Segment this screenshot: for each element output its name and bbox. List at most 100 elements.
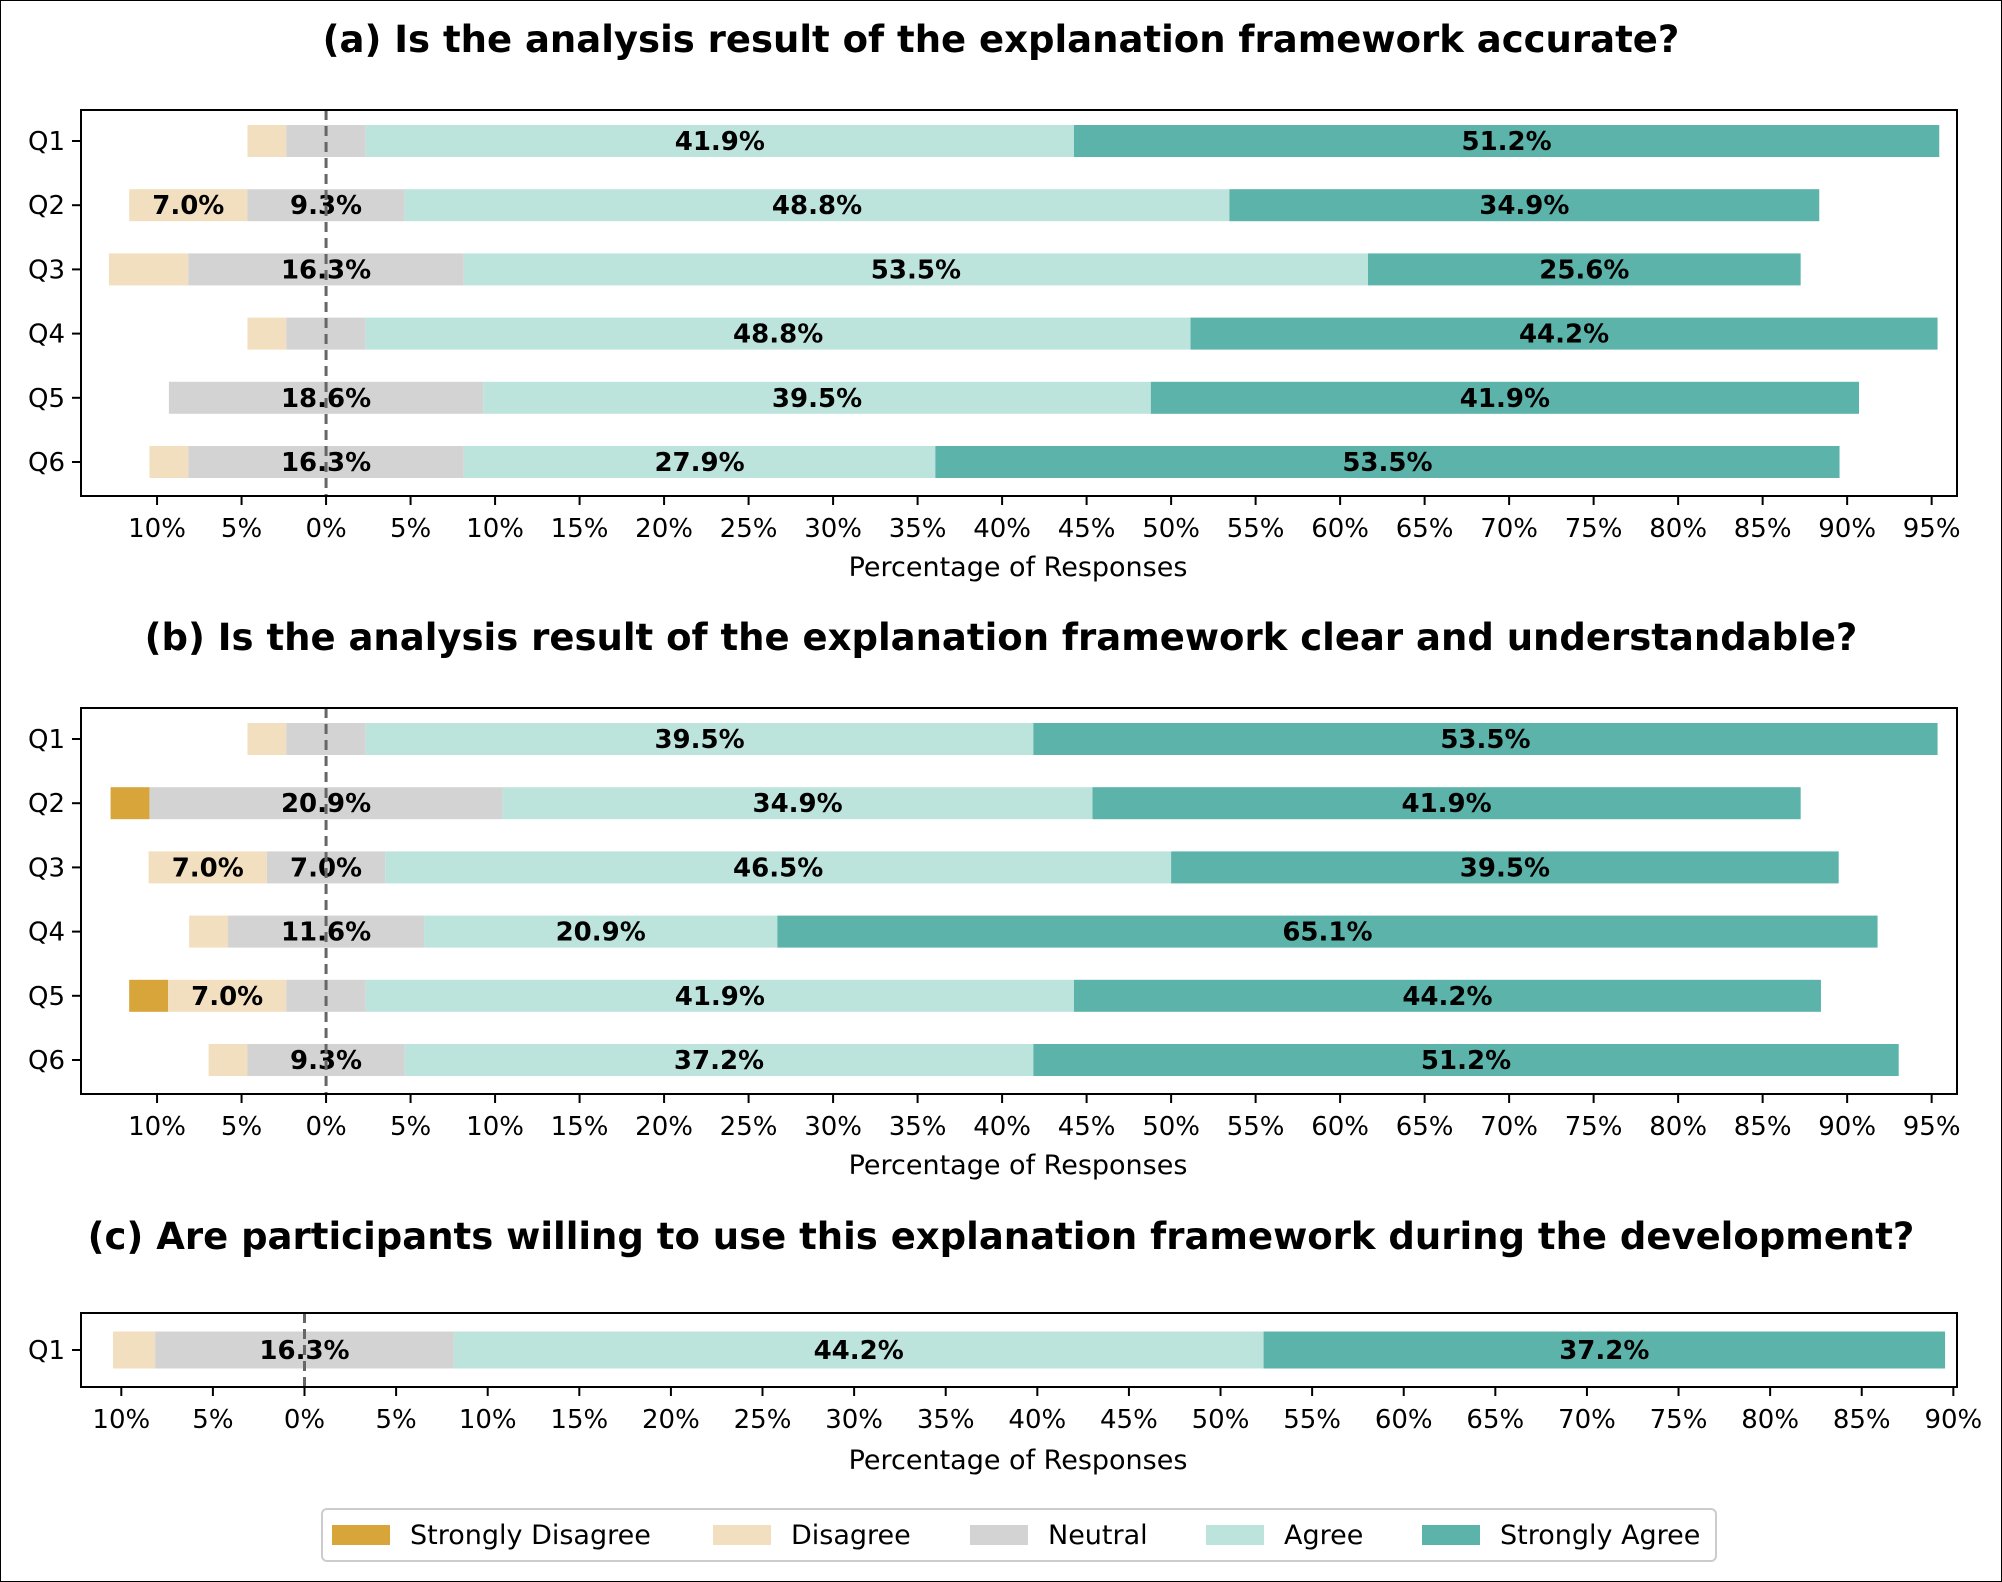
x-tick-label: 25%: [720, 514, 778, 544]
data-label: 39.5%: [654, 725, 744, 755]
bar-segment: [385, 851, 1172, 884]
y-tick-label: Q4: [28, 320, 65, 350]
x-tick-label: 50%: [1142, 514, 1200, 544]
x-tick-label: 5%: [221, 1112, 262, 1142]
x-tick-label: 65%: [1396, 514, 1454, 544]
data-label: 44.2%: [814, 1336, 904, 1366]
bar-segment: [777, 915, 1878, 948]
panel-c-title: (c) Are participants willing to use this…: [88, 1215, 1915, 1258]
y-tick-label: Q5: [28, 982, 65, 1012]
x-tick-label: 85%: [1734, 514, 1792, 544]
x-tick-label: 5%: [221, 514, 262, 544]
legend-swatch: [713, 1525, 771, 1545]
y-tick-label: Q6: [28, 448, 65, 478]
y-tick-label: Q2: [28, 191, 65, 221]
bar-segment: [1150, 381, 1859, 414]
x-tick-label: 50%: [1142, 1112, 1200, 1142]
bar-segment: [1033, 1044, 1899, 1076]
bar-segment: [483, 381, 1151, 414]
bar-segment: [208, 1044, 248, 1076]
bar-segment: [148, 851, 267, 884]
panel-c-y-ticks: Q1: [28, 1336, 81, 1366]
x-tick-label: 65%: [1466, 1405, 1524, 1435]
bar-segment: [149, 446, 189, 478]
y-tick-label: Q1: [28, 725, 65, 755]
x-tick-label: 5%: [390, 1112, 431, 1142]
y-tick-label: Q3: [28, 255, 65, 285]
x-tick-label: 60%: [1311, 1112, 1369, 1142]
x-tick-label: 55%: [1227, 514, 1285, 544]
x-tick-label: 25%: [734, 1405, 792, 1435]
x-tick-label: 45%: [1058, 1112, 1116, 1142]
bar-segment: [365, 317, 1191, 350]
bar-segment: [1229, 189, 1820, 222]
bar-segment: [502, 787, 1093, 820]
data-label: 48.8%: [733, 320, 823, 350]
x-tick-label: 75%: [1650, 1405, 1708, 1435]
bar-segment: [113, 1331, 156, 1369]
bar-segment: [1368, 253, 1801, 286]
bar-segment: [189, 915, 229, 948]
y-tick-label: Q2: [28, 789, 65, 819]
data-label: 41.9%: [1460, 384, 1550, 414]
y-tick-label: Q3: [28, 853, 65, 883]
data-label: 41.9%: [675, 982, 765, 1012]
bar-segment: [424, 915, 778, 948]
data-label: 39.5%: [772, 384, 862, 414]
x-tick-label: 5%: [192, 1405, 233, 1435]
panel-a-bars: 41.9% 51.2%7.0% 9.3% 48.8% 34.9%16.3% 53.5% 25…: [108, 125, 1940, 478]
panel-c-x-ticks: 10% 5% 0% 5% 10% 15% 20% 25% 30% 35% 40% 45% 50% 55% 6…: [92, 1387, 1982, 1435]
x-tick-label: 80%: [1649, 514, 1707, 544]
x-tick-label: 80%: [1649, 1112, 1707, 1142]
data-label: 44.2%: [1402, 982, 1492, 1012]
bar-segment: [247, 125, 287, 157]
bar-segment: [110, 787, 150, 820]
bar-segment: [129, 979, 169, 1012]
bar-segment: [1073, 125, 1940, 157]
panel-b: (b) Is the analysis result of the explan…: [28, 616, 1961, 1181]
x-tick-label: 90%: [1924, 1405, 1982, 1435]
x-tick-label: 40%: [973, 514, 1031, 544]
bar-segment: [935, 446, 1840, 478]
data-label: 51.2%: [1421, 1046, 1511, 1076]
x-tick-label: 60%: [1311, 514, 1369, 544]
x-tick-label: 75%: [1565, 1112, 1623, 1142]
x-tick-label: 95%: [1903, 1112, 1961, 1142]
panel-a: (a) Is the analysis result of the explan…: [28, 18, 1961, 583]
bar-segment: [365, 723, 1034, 755]
x-tick-label: 70%: [1480, 1112, 1538, 1142]
x-tick-label: 10%: [128, 1112, 186, 1142]
legend-swatch: [970, 1525, 1028, 1545]
bar-segment: [463, 253, 1369, 286]
panel-b-bars: 39.5% 53.5% 20.9% 34.9% 41.9% 7.0% 7.0% 46.5% 39…: [110, 723, 1938, 1076]
legend-label: Disagree: [791, 1520, 911, 1551]
y-tick-label: Q6: [28, 1046, 65, 1076]
x-tick-label: 15%: [551, 1112, 609, 1142]
x-tick-label: 0%: [284, 1405, 325, 1435]
panel-a-y-ticks: Q1 Q2 Q3 Q4 Q5 Q6: [28, 127, 81, 478]
x-tick-label: 10%: [92, 1405, 150, 1435]
bar-segment: [1190, 317, 1938, 350]
x-tick-label: 80%: [1741, 1405, 1799, 1435]
legend-swatch: [1422, 1525, 1480, 1545]
data-label: 46.5%: [733, 853, 823, 883]
bar-segment: [365, 125, 1074, 157]
data-label: 7.0%: [152, 191, 224, 221]
x-tick-label: 55%: [1283, 1405, 1341, 1435]
data-label: 53.5%: [871, 255, 961, 285]
x-tick-label: 85%: [1734, 1112, 1792, 1142]
data-label: 41.9%: [1401, 789, 1491, 819]
data-label: 39.5%: [1460, 853, 1550, 883]
x-tick-label: 45%: [1100, 1405, 1158, 1435]
x-tick-label: 10%: [459, 1405, 517, 1435]
x-tick-label: 60%: [1375, 1405, 1433, 1435]
bar-segment: [247, 317, 287, 350]
y-tick-label: Q1: [28, 1336, 65, 1366]
x-tick-label: 15%: [550, 1405, 608, 1435]
x-tick-label: 0%: [305, 1112, 346, 1142]
x-tick-label: 15%: [551, 514, 609, 544]
x-tick-label: 90%: [1818, 1112, 1876, 1142]
y-tick-label: Q5: [28, 384, 65, 414]
x-tick-label: 30%: [804, 1112, 862, 1142]
